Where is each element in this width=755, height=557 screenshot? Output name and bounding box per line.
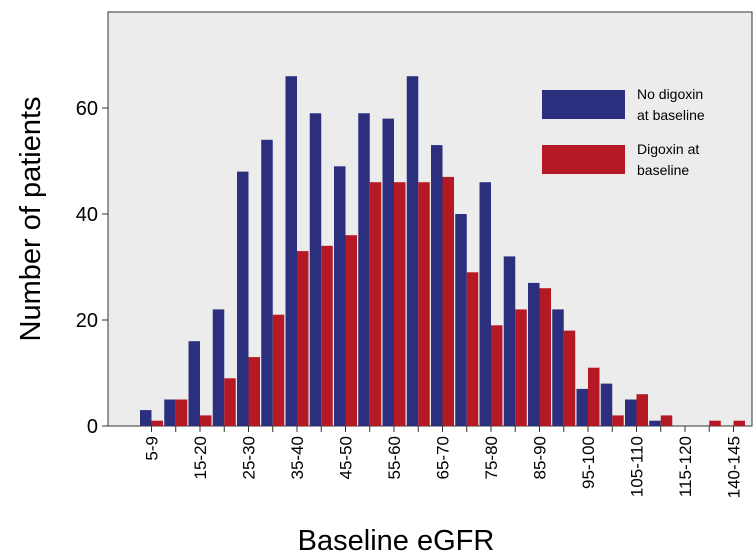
x-tick-label: 75-80: [482, 436, 501, 479]
x-axis: 5-9 15-20 25-30 35-40 45-50 55-60 65-70 75-80 85…: [143, 426, 744, 498]
bar-digoxin-45-50: [345, 235, 357, 426]
bar-digoxin-55-60: [394, 182, 406, 426]
bar-no-digoxin-30-35: [261, 139, 273, 427]
legend-label: baseline: [637, 162, 689, 178]
bar-digoxin-70-75: [466, 272, 479, 426]
bar-digoxin-100-105: [612, 415, 624, 426]
bars-group: [140, 76, 745, 427]
y-tick-label: 40: [76, 204, 98, 226]
y-tick-label: 0: [87, 416, 98, 438]
bar-digoxin-105-110: [636, 394, 648, 426]
bar-no-digoxin-65-70: [431, 145, 443, 426]
bar-digoxin-75-80: [491, 325, 503, 426]
legend-swatch: [542, 145, 625, 174]
bar-digoxin-50-55: [369, 182, 382, 426]
bar-digoxin-60-65: [418, 182, 430, 426]
x-tick-label: 115-120: [676, 436, 695, 497]
x-tick-label: 25-30: [240, 436, 259, 479]
legend-label: Digoxin at: [637, 141, 699, 157]
plot-area: [107, 11, 753, 427]
bar-no-digoxin-20-25: [212, 309, 225, 426]
bar-no-digoxin-75-80: [479, 182, 491, 426]
bar-digoxin-30-35: [272, 314, 285, 426]
bar-no-digoxin-105-110: [625, 399, 637, 426]
bar-no-digoxin-110-115: [649, 420, 661, 426]
bar-digoxin-80-85: [515, 309, 527, 426]
x-tick-label: 5-9: [143, 436, 162, 461]
bar-no-digoxin-100-105: [600, 383, 613, 426]
y-axis-title: Number of patients: [15, 96, 47, 341]
bar-digoxin-35-40: [297, 251, 309, 426]
bar-no-digoxin-40-45: [309, 113, 322, 427]
x-axis-title: Baseline eGFR: [298, 525, 495, 557]
legend-swatch: [542, 90, 625, 119]
legend-label: at baseline: [637, 107, 705, 123]
bar-digoxin-5-9: [151, 420, 163, 426]
bar-no-digoxin-5-9: [140, 410, 152, 426]
bar-digoxin-20-25: [224, 378, 236, 426]
bar-digoxin-15-20: [200, 415, 212, 426]
bar-digoxin-140-145: [733, 420, 745, 426]
x-tick-label: 95-100: [579, 436, 598, 489]
bar-digoxin-95-100: [588, 367, 600, 426]
bar-digoxin-90-95: [563, 330, 576, 426]
bar-digoxin-65-70: [442, 176, 454, 426]
bar-no-digoxin-85-90: [528, 282, 540, 426]
legend: No digoxin at baseline Digoxin at baseline: [542, 86, 705, 178]
x-tick-label: 15-20: [191, 436, 210, 479]
bar-no-digoxin-15-20: [188, 341, 200, 426]
bar-digoxin-25-30: [248, 357, 260, 426]
bar-no-digoxin-60-65: [406, 76, 419, 426]
bar-digoxin-110-115: [660, 415, 673, 426]
x-tick-label: 85-90: [531, 436, 550, 479]
legend-label: No digoxin: [637, 86, 703, 102]
bar-digoxin-40-45: [321, 245, 333, 426]
x-tick-label: 35-40: [288, 436, 307, 479]
x-tick-label: 45-50: [337, 436, 356, 479]
bar-no-digoxin-25-30: [237, 171, 249, 426]
x-tick-label: 65-70: [434, 436, 453, 479]
bar-no-digoxin-35-40: [285, 76, 297, 426]
bar-no-digoxin-95-100: [576, 388, 588, 426]
y-axis: 0 20 40 60: [76, 98, 108, 438]
bar-no-digoxin-90-95: [552, 309, 564, 426]
bar-no-digoxin-55-60: [382, 118, 394, 426]
x-tick-label: 140-145: [725, 436, 744, 498]
bar-no-digoxin-10-14: [164, 399, 176, 426]
bar-digoxin-120-140: [709, 420, 721, 426]
bar-digoxin-10-14: [175, 399, 188, 426]
y-tick-label: 60: [76, 98, 98, 120]
bar-no-digoxin-50-55: [358, 113, 370, 427]
x-tick-label: 55-60: [385, 436, 404, 479]
bar-no-digoxin-80-85: [503, 256, 516, 426]
bar-no-digoxin-70-75: [455, 214, 467, 426]
bar-digoxin-85-90: [539, 288, 551, 426]
x-tick-label: 105-110: [628, 436, 647, 497]
y-tick-label: 20: [76, 310, 98, 332]
bar-no-digoxin-45-50: [334, 166, 346, 427]
